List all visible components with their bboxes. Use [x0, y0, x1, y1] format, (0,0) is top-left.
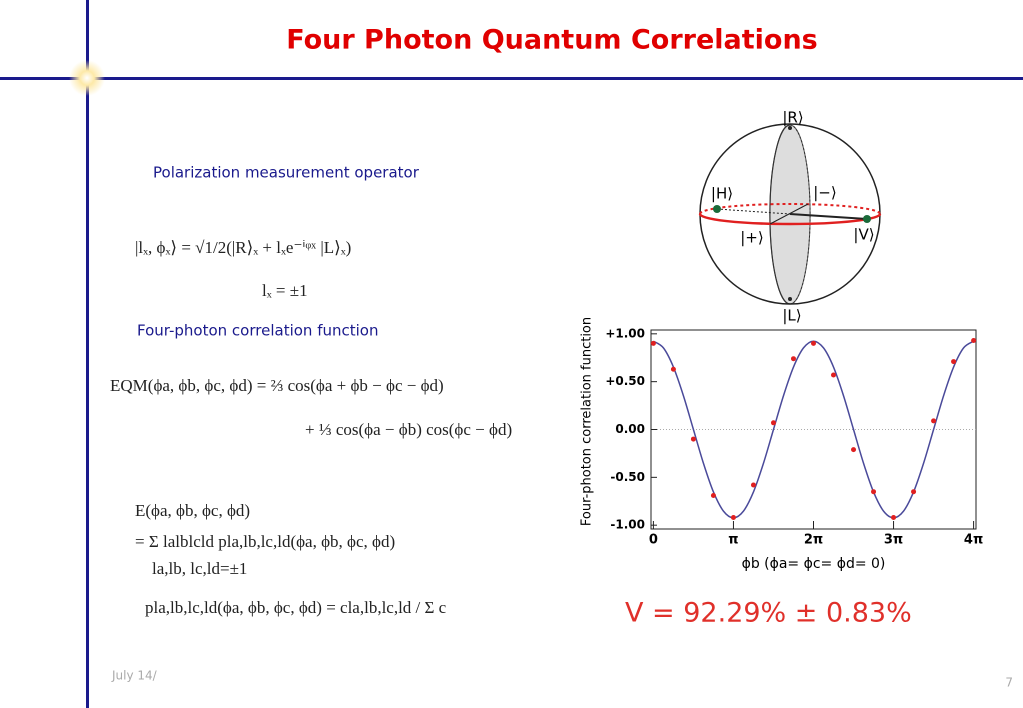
- x-tick-label: 0: [649, 533, 658, 548]
- data-point: [710, 493, 716, 499]
- equator-back: [699, 203, 881, 215]
- bloch-sphere: |R⟩ |H⟩ |−⟩ |+⟩ |V⟩ |L⟩: [698, 109, 882, 325]
- equation: |lₓ, ϕₓ⟩ = √1/2(|R⟩ₓ + lₓe⁻ⁱᵠˣ |L⟩ₓ): [135, 238, 351, 257]
- section-label: Polarization measurement operator: [153, 164, 420, 182]
- state-label: |H⟩: [711, 185, 733, 203]
- data-point: [891, 515, 897, 521]
- data-point: [871, 489, 877, 495]
- state-label: |V⟩: [853, 226, 874, 244]
- x-axis-label: ϕb (ϕa= ϕc= ϕd= 0): [742, 556, 886, 572]
- pole: [788, 297, 792, 301]
- data-point: [770, 420, 776, 426]
- data-point: [790, 356, 796, 362]
- state-label: |L⟩: [782, 307, 801, 325]
- x-tick-label: 3π: [884, 533, 903, 548]
- axis: [789, 213, 868, 220]
- data-point: [831, 372, 837, 378]
- section-label: Four-photon correlation function: [137, 322, 378, 340]
- y-tick-label: +1.00: [605, 326, 645, 340]
- page-number: 7: [1005, 676, 1013, 690]
- data-point: [911, 489, 917, 495]
- rule-glow: [69, 60, 105, 96]
- data-point: [650, 340, 656, 346]
- data-point: [750, 482, 756, 488]
- state-dot: [863, 215, 871, 223]
- x-tick-label: 2π: [804, 533, 823, 548]
- data-point: [851, 447, 857, 453]
- data-point: [811, 340, 816, 346]
- equation: + ⅓ cos(ϕa − ϕb) cos(ϕc − ϕd): [305, 420, 512, 439]
- pole: [788, 126, 792, 130]
- axis: [769, 203, 809, 225]
- data-point: [690, 436, 696, 442]
- state-dot: [713, 205, 721, 213]
- meridian-front: [769, 124, 791, 305]
- x-tick-label: 4π: [964, 533, 983, 548]
- y-axis-label: Four-photon correlation function: [580, 317, 595, 526]
- y-tick-label: +0.50: [605, 374, 645, 388]
- x-tick-label: π: [728, 533, 738, 548]
- y-tick-label: -0.50: [610, 470, 645, 484]
- equation: E(ϕa, ϕb, ϕc, ϕd): [135, 501, 250, 520]
- axis: [716, 208, 791, 215]
- data-point: [730, 515, 736, 521]
- equation: pla,lb,lc,ld(ϕa, ϕb, ϕc, ϕd) = cla,lb,lc…: [145, 598, 447, 617]
- horizontal-rule: [0, 77, 1023, 80]
- data-point: [670, 366, 676, 372]
- visibility: V = 92.29% ± 0.83%: [625, 598, 912, 629]
- data-point: [951, 359, 957, 365]
- slide-title: Four Photon Quantum Correlations: [286, 25, 818, 56]
- state-label: |R⟩: [782, 109, 803, 127]
- footer-date: July 14/: [111, 669, 158, 683]
- equation: EQM(ϕa, ϕb, ϕc, ϕd) = ⅔ cos(ϕa + ϕb − ϕc…: [110, 376, 444, 395]
- y-tick-label: 0.00: [615, 422, 645, 436]
- y-tick-label: -1.00: [610, 518, 645, 532]
- state-label: |−⟩: [813, 184, 836, 202]
- chart: +1.00 +0.50 0.00 -0.50 -1.00 0 π 2π 3π 4π ϕb (ϕa= …: [580, 317, 984, 572]
- equation: = Σ lalblcld pla,lb,lc,ld(ϕa, ϕb, ϕc, ϕd…: [135, 532, 395, 551]
- state-label: |+⟩: [740, 229, 763, 247]
- data-point: [931, 418, 937, 424]
- equation: la,lb, lc,ld=±1: [152, 559, 247, 578]
- equation: lₓ = ±1: [262, 281, 308, 300]
- vertical-rule: [86, 0, 89, 708]
- data-point: [971, 338, 977, 344]
